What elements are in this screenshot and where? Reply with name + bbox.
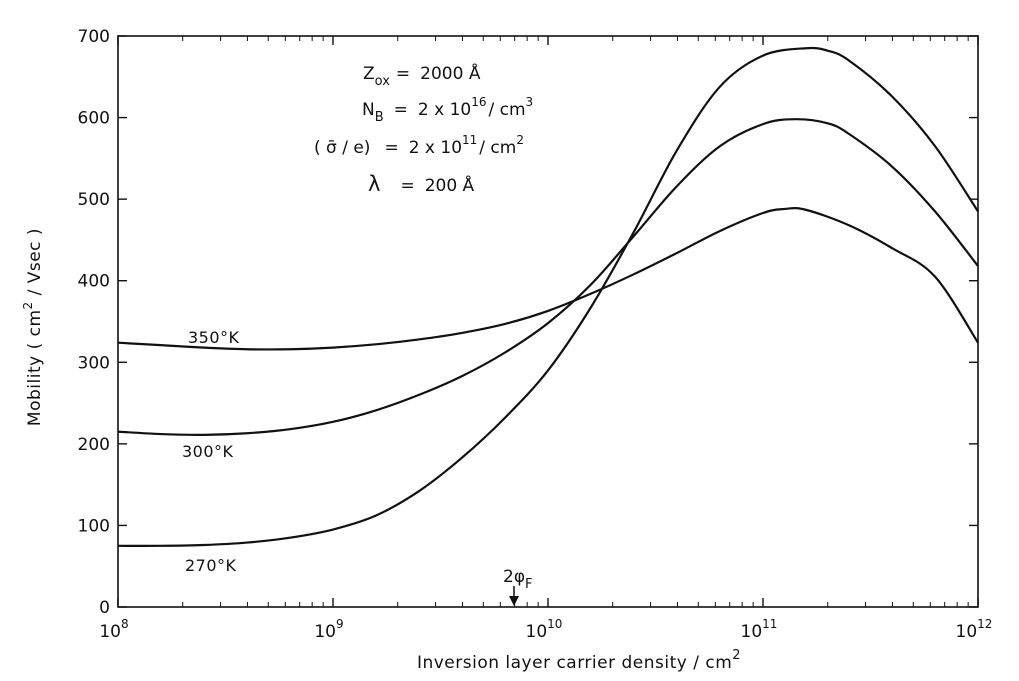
y-tick-label: 600 [78, 109, 110, 129]
axes [117, 35, 979, 608]
y-axis-ticks: 0 100 200 300 400 500 600 700 [78, 27, 978, 618]
param-sigma: ( σ̄ / e) = 2 x 1011/ cm2 [314, 133, 524, 158]
y-tick-label: 300 [78, 353, 110, 373]
y-tick-label: 700 [78, 27, 110, 47]
y-tick-label: 0 [99, 598, 110, 618]
series-label-270k: 270°K [185, 556, 237, 575]
y-tick-label: 200 [78, 435, 110, 455]
param-zox: Zox = 2000 Å [363, 62, 481, 89]
plot-frame [117, 35, 979, 608]
x-tick-label: 1012 [956, 617, 993, 642]
parameter-annotations: Zox = 2000 Å NB = 2 x 1016/ cm3 ( σ̄ / e) = 2 … [314, 62, 533, 196]
series-label-350k: 350°K [188, 328, 240, 347]
x-tick-label: 1011 [741, 617, 778, 642]
series-line-270k [117, 46, 979, 547]
y-tick-label: 400 [78, 272, 110, 292]
x-tick-label: 1010 [526, 617, 563, 642]
series-line-300k [117, 118, 979, 437]
param-lambda: λ = 200 Å [368, 172, 475, 196]
x-tick-label: 109 [314, 617, 343, 642]
y-tick-label: 500 [78, 190, 110, 210]
marker-label: 2φF [503, 567, 533, 592]
param-nb: NB = 2 x 1016/ cm3 [362, 95, 533, 125]
x-axis-title: Inversion layer carrier density / cm2 [417, 648, 741, 673]
y-axis-title: Mobility ( cm2 / Vsec ) [21, 228, 45, 426]
series-line-350k [117, 207, 979, 351]
series-label-300k: 300°K [182, 442, 234, 461]
series-group: 350°K 300°K 270°K [117, 46, 979, 575]
x-tick-label: 108 [99, 617, 128, 642]
two-phi-f-marker: 2φF [503, 567, 533, 606]
x-axis-ticks: 108 109 1010 1011 1012 [99, 36, 992, 642]
marker-arrow-head [509, 596, 519, 606]
y-tick-label: 100 [78, 516, 110, 536]
